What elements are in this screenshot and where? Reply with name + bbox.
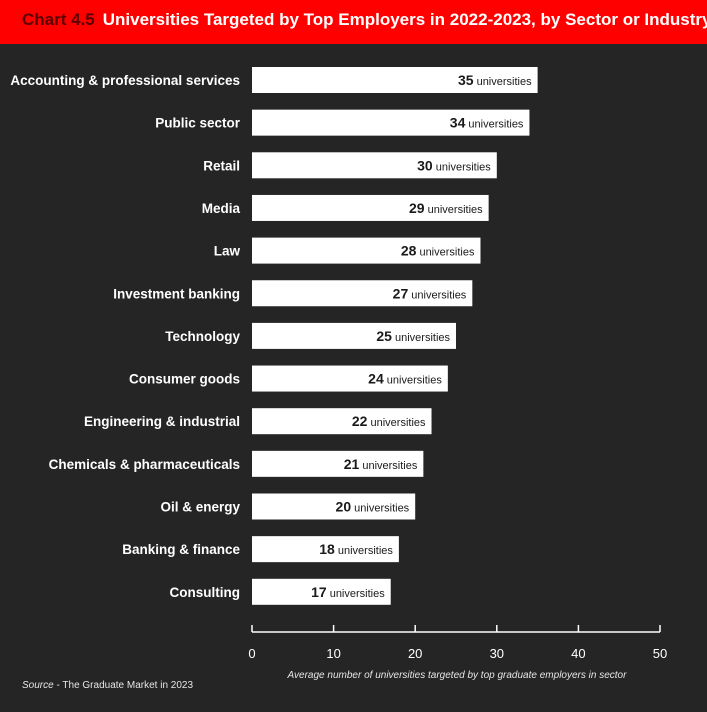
bar-value-label: 34 universities — [450, 115, 524, 131]
bar-value-label: 30 universities — [417, 157, 491, 173]
chart-header: Chart 4.5 Universities Targeted by Top Em… — [0, 0, 707, 44]
category-label: Media — [202, 201, 241, 216]
bar — [252, 237, 481, 264]
category-label: Chemicals & pharmaceuticals — [49, 457, 240, 472]
bar — [252, 194, 489, 221]
bar-value-label: 25 universities — [376, 328, 450, 344]
bar — [252, 152, 497, 179]
bar — [252, 536, 399, 563]
bar — [252, 450, 424, 477]
chart-number: Chart 4.5 — [22, 10, 95, 29]
bar — [252, 67, 538, 93]
category-label: Oil & energy — [160, 500, 240, 515]
x-tick-label: 0 — [248, 646, 255, 661]
category-label: Retail — [203, 158, 240, 173]
bar-value-label: 22 universities — [352, 413, 426, 429]
bar — [252, 280, 473, 307]
x-tick-label: 20 — [408, 646, 422, 661]
x-axis-label: Average number of universities targeted … — [287, 670, 628, 681]
header-text: Chart 4.5 Universities Targeted by Top Em… — [22, 10, 707, 30]
category-label: Consumer goods — [129, 372, 240, 387]
source-text: - The Graduate Market in 2023 — [53, 680, 194, 691]
bar-value-label: 35 universities — [458, 72, 532, 88]
bar-value-label: 28 universities — [401, 243, 475, 259]
source-label: Source — [22, 680, 54, 691]
category-label: Accounting & professional services — [10, 73, 240, 88]
category-label: Investment banking — [113, 286, 240, 301]
bar-value-label: 27 universities — [393, 285, 467, 301]
bar — [252, 109, 530, 136]
bar-value-label: 20 universities — [336, 499, 410, 515]
bar-value-label: 18 universities — [319, 541, 393, 557]
category-label: Consulting — [170, 585, 241, 600]
category-label: Technology — [165, 329, 240, 344]
category-label: Engineering & industrial — [84, 414, 240, 429]
bar — [252, 322, 456, 349]
bar — [252, 493, 416, 520]
bar — [252, 578, 391, 605]
bar — [252, 408, 432, 435]
bar — [252, 365, 448, 392]
bar-value-label: 17 universities — [311, 584, 385, 600]
x-tick-label: 30 — [490, 646, 504, 661]
source-note: Source - The Graduate Market in 2023 — [22, 680, 193, 691]
x-tick-label: 50 — [653, 646, 667, 661]
category-label: Public sector — [155, 116, 241, 131]
category-label: Law — [214, 244, 241, 259]
x-tick-label: 10 — [326, 646, 340, 661]
x-tick-label: 40 — [571, 646, 585, 661]
bar-value-label: 29 universities — [409, 200, 483, 216]
bar-value-label: 24 universities — [368, 371, 442, 387]
bar-value-label: 21 universities — [344, 456, 418, 472]
category-label: Banking & finance — [122, 542, 240, 557]
chart-title: Universities Targeted by Top Employers i… — [102, 10, 707, 29]
